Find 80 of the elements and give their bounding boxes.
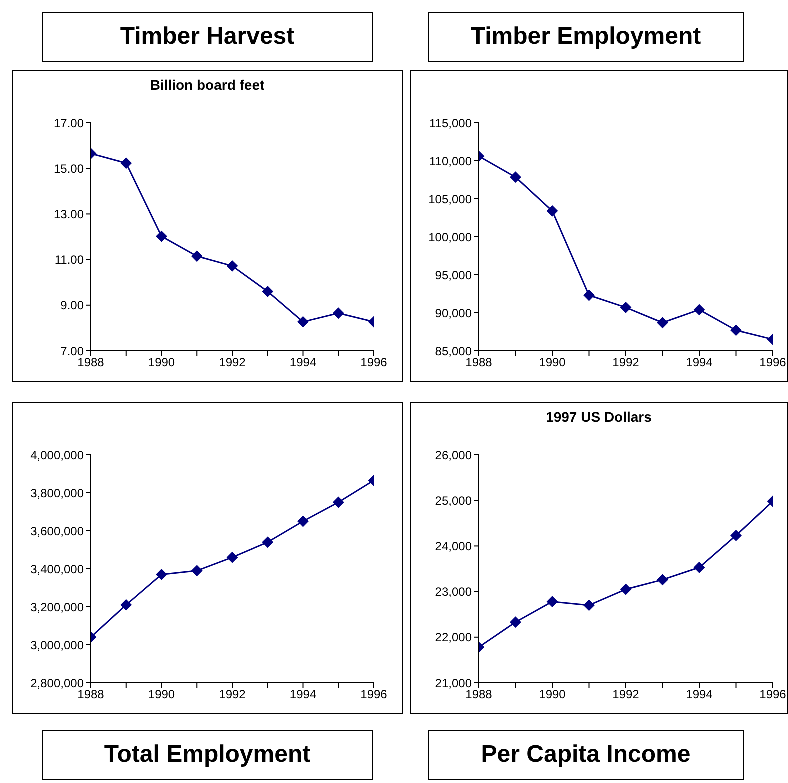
text: Total Employment: [104, 741, 311, 769]
point: [120, 600, 132, 611]
point: [333, 497, 344, 508]
y-tick-label: 3,800,000: [30, 486, 84, 500]
chart-title: Timber Harvest: [120, 23, 295, 51]
point: [730, 324, 742, 336]
point: [227, 260, 238, 272]
point: [620, 302, 632, 314]
point: [694, 562, 705, 574]
y-tick-label: 25,000: [435, 494, 472, 508]
point: [156, 569, 168, 580]
point: [584, 290, 595, 302]
point: [584, 600, 595, 611]
y-tick-label: 3,600,000: [30, 524, 84, 538]
x-tick-label: 1988: [78, 356, 105, 370]
y-tick-label: 3,200,000: [30, 600, 84, 614]
y-tick-label: 95,000: [435, 268, 472, 282]
chart-title: Timber Employment: [470, 23, 702, 51]
point: [730, 530, 742, 542]
point: [120, 158, 132, 169]
x-tick-label: 1988: [466, 356, 493, 370]
x-tick-label: 1996: [360, 356, 388, 370]
y-tick-label: 3,400,000: [30, 562, 84, 576]
x-tick-label: 1988: [78, 688, 105, 702]
x-tick-label: 1990: [539, 688, 566, 702]
y-tick-label: 2,800,000: [30, 676, 84, 690]
y-tick-label: 17.00: [54, 116, 84, 130]
y-tick-label: 100,000: [428, 230, 472, 244]
point: [298, 516, 309, 527]
point: [262, 536, 274, 548]
point: [657, 574, 668, 586]
x-tick-label: 1996: [360, 688, 388, 702]
text: Per Capita Income: [481, 741, 691, 769]
x-tick-label: 1992: [219, 356, 246, 370]
y-tick-label: 90,000: [435, 306, 472, 320]
y-tick-label: 24,000: [435, 539, 472, 554]
point: [156, 231, 168, 242]
y-tick-label: 110,000: [430, 154, 472, 168]
point: [510, 616, 522, 628]
x-tick-label: 1996: [760, 356, 787, 370]
point: [510, 172, 522, 183]
y-tick-label: 3,000,000: [30, 638, 84, 652]
point: [227, 552, 238, 564]
y-tick-label: 9.00: [60, 298, 84, 313]
y-tick-label: 13.00: [54, 207, 84, 222]
x-tick-label: 1990: [148, 356, 176, 370]
x-tick-label: 1994: [686, 688, 714, 702]
point: [298, 316, 309, 328]
x-tick-label: 1996: [760, 688, 787, 702]
y-tick-label: 11.00: [54, 253, 84, 268]
x-tick-label: 1994: [290, 356, 317, 370]
chart-subtitle: 1997 US Dollars: [546, 409, 652, 425]
y-tick-label: 22,000: [435, 630, 472, 645]
y-tick-label: 15.00: [54, 162, 84, 176]
point: [547, 596, 558, 608]
point: [694, 304, 705, 316]
y-tick-label: 21,000: [435, 676, 472, 690]
point: [333, 308, 344, 319]
point: [262, 286, 274, 298]
y-tick-label: 4,000,000: [30, 448, 84, 462]
x-tick-label: 1992: [612, 356, 640, 370]
x-tick-label: 1992: [219, 688, 246, 702]
x-tick-label: 1994: [290, 688, 317, 702]
x-tick-label: 1990: [539, 356, 566, 370]
point: [192, 565, 203, 576]
point: [657, 317, 668, 328]
y-tick-label: 23,000: [435, 585, 472, 600]
chart-subtitle: Billion board feet: [150, 77, 265, 93]
point: [192, 250, 203, 262]
x-tick-label: 1994: [686, 356, 714, 370]
y-tick-label: 7.00: [60, 344, 84, 358]
point: [547, 206, 558, 217]
point: [620, 584, 632, 596]
y-tick-label: 85,000: [435, 344, 472, 358]
x-tick-label: 1988: [466, 688, 493, 702]
y-tick-label: 115,000: [430, 116, 472, 130]
x-tick-label: 1990: [148, 688, 176, 702]
y-tick-label: 105,000: [428, 192, 472, 206]
y-tick-label: 26,000: [435, 448, 472, 462]
x-tick-label: 1992: [612, 688, 640, 702]
